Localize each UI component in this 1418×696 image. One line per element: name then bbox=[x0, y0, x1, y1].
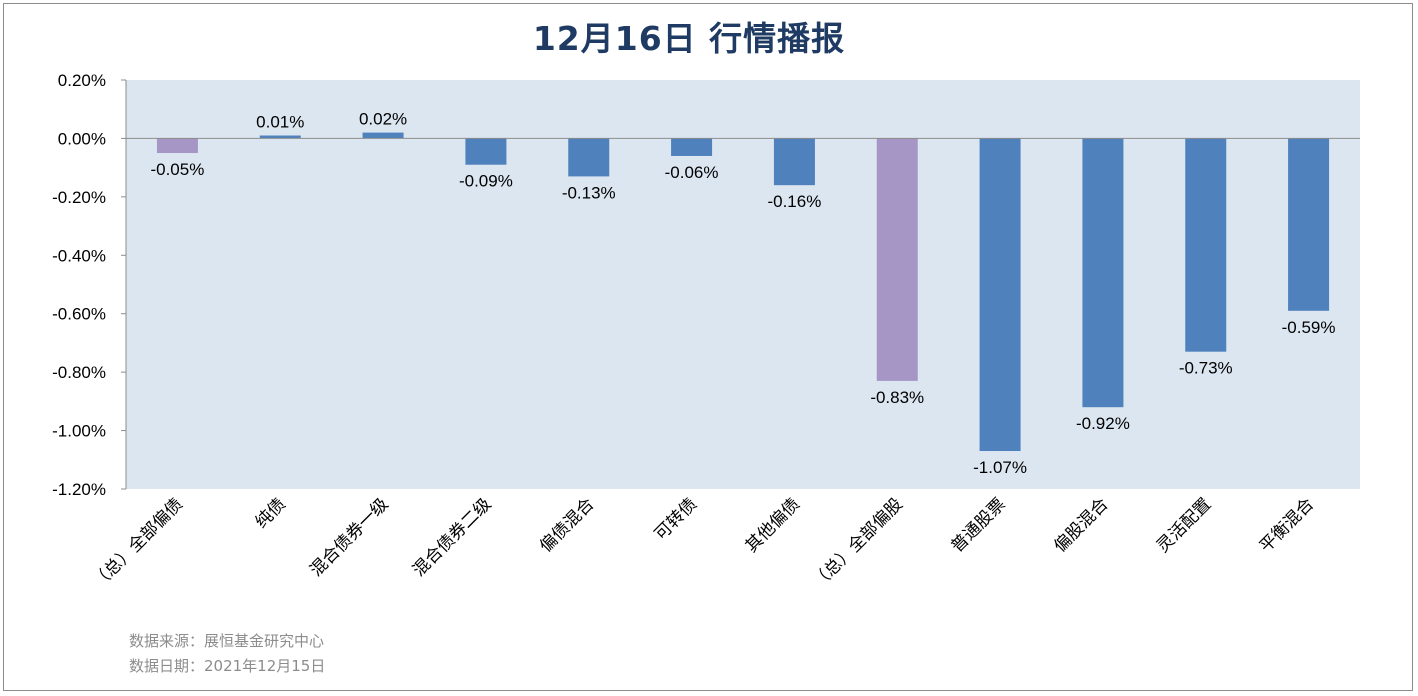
x-category-label: 普通股票 bbox=[947, 494, 1009, 556]
x-category-label: 偏债混合 bbox=[536, 494, 598, 556]
data-labels: -0.05% 0.01% 0.02% -0.09% -0.13% -0.06% -0.16%… bbox=[150, 110, 1335, 477]
y-tick-label: 0.20% bbox=[58, 71, 106, 90]
y-tick-label: 0.00% bbox=[58, 129, 106, 148]
y-tick-label: -0.40% bbox=[52, 246, 106, 265]
bars bbox=[156, 132, 1330, 452]
data-label: -0.83% bbox=[870, 388, 924, 407]
x-category-label: 混合债券一级 bbox=[306, 494, 392, 580]
data-label: -0.05% bbox=[150, 160, 204, 179]
y-tick-label: -0.20% bbox=[52, 188, 106, 207]
bar bbox=[876, 138, 918, 381]
x-category-label: 混合债券二级 bbox=[409, 494, 495, 580]
data-label: -0.16% bbox=[767, 192, 821, 211]
bar bbox=[156, 138, 198, 154]
x-category-label: 可转债 bbox=[651, 494, 701, 544]
data-source-note: 数据来源：展恒基金研究中心 bbox=[129, 632, 325, 650]
data-label: -0.92% bbox=[1076, 414, 1130, 433]
chart-title: 12月16日 行情播报 bbox=[532, 19, 846, 58]
x-category-label: 平衡混合 bbox=[1256, 494, 1318, 556]
data-label: -0.13% bbox=[562, 183, 616, 202]
data-label: 0.01% bbox=[256, 113, 304, 132]
bar bbox=[465, 138, 507, 165]
data-label: -1.07% bbox=[973, 458, 1027, 477]
y-tick-label: -1.00% bbox=[52, 422, 106, 441]
data-label: 0.02% bbox=[359, 110, 407, 129]
y-tick-label: -0.60% bbox=[52, 305, 106, 324]
bar bbox=[259, 135, 301, 139]
bar bbox=[979, 138, 1021, 452]
bar bbox=[362, 132, 404, 139]
data-label: -0.09% bbox=[459, 172, 513, 191]
bar bbox=[1082, 138, 1124, 408]
x-category-label: 纯债 bbox=[252, 494, 290, 532]
data-label: -0.73% bbox=[1179, 359, 1233, 378]
x-axis: （总）全部偏债 纯债 混合债券一级 混合债券二级 偏债混合 可转债 其他偏债 （总）全部偏股普… bbox=[89, 494, 1318, 592]
data-label: -0.06% bbox=[665, 163, 719, 182]
x-category-label: （总）全部偏债 bbox=[89, 494, 187, 592]
bar bbox=[568, 138, 610, 177]
y-tick-label: -1.20% bbox=[52, 480, 106, 499]
y-axis: 0.20% 0.00% -0.20% -0.40% -0.60% -0.80% -1.00%… bbox=[52, 71, 127, 499]
bar bbox=[773, 138, 815, 186]
y-tick-label: -0.80% bbox=[52, 363, 106, 382]
bar bbox=[1185, 138, 1227, 352]
plot-area bbox=[126, 80, 1360, 489]
bar bbox=[1288, 138, 1330, 311]
x-category-label: 其他偏债 bbox=[742, 494, 804, 556]
data-label: -0.59% bbox=[1282, 318, 1336, 337]
x-category-label: 偏股混合 bbox=[1050, 494, 1112, 556]
bar bbox=[671, 138, 713, 156]
x-category-label: （总）全部偏股 bbox=[808, 494, 906, 592]
data-date-note: 数据日期：2021年12月15日 bbox=[129, 657, 326, 675]
x-category-label: 灵活配置 bbox=[1153, 494, 1215, 556]
